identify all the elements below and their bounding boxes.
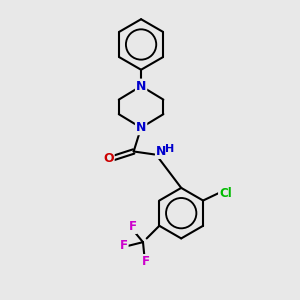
Text: H: H (165, 143, 174, 154)
Text: N: N (136, 80, 146, 93)
Text: F: F (129, 220, 136, 233)
Text: F: F (120, 239, 128, 252)
Text: O: O (103, 152, 114, 165)
Text: N: N (136, 121, 146, 134)
Text: N: N (156, 145, 166, 158)
Text: F: F (142, 255, 150, 268)
Text: Cl: Cl (219, 187, 232, 200)
